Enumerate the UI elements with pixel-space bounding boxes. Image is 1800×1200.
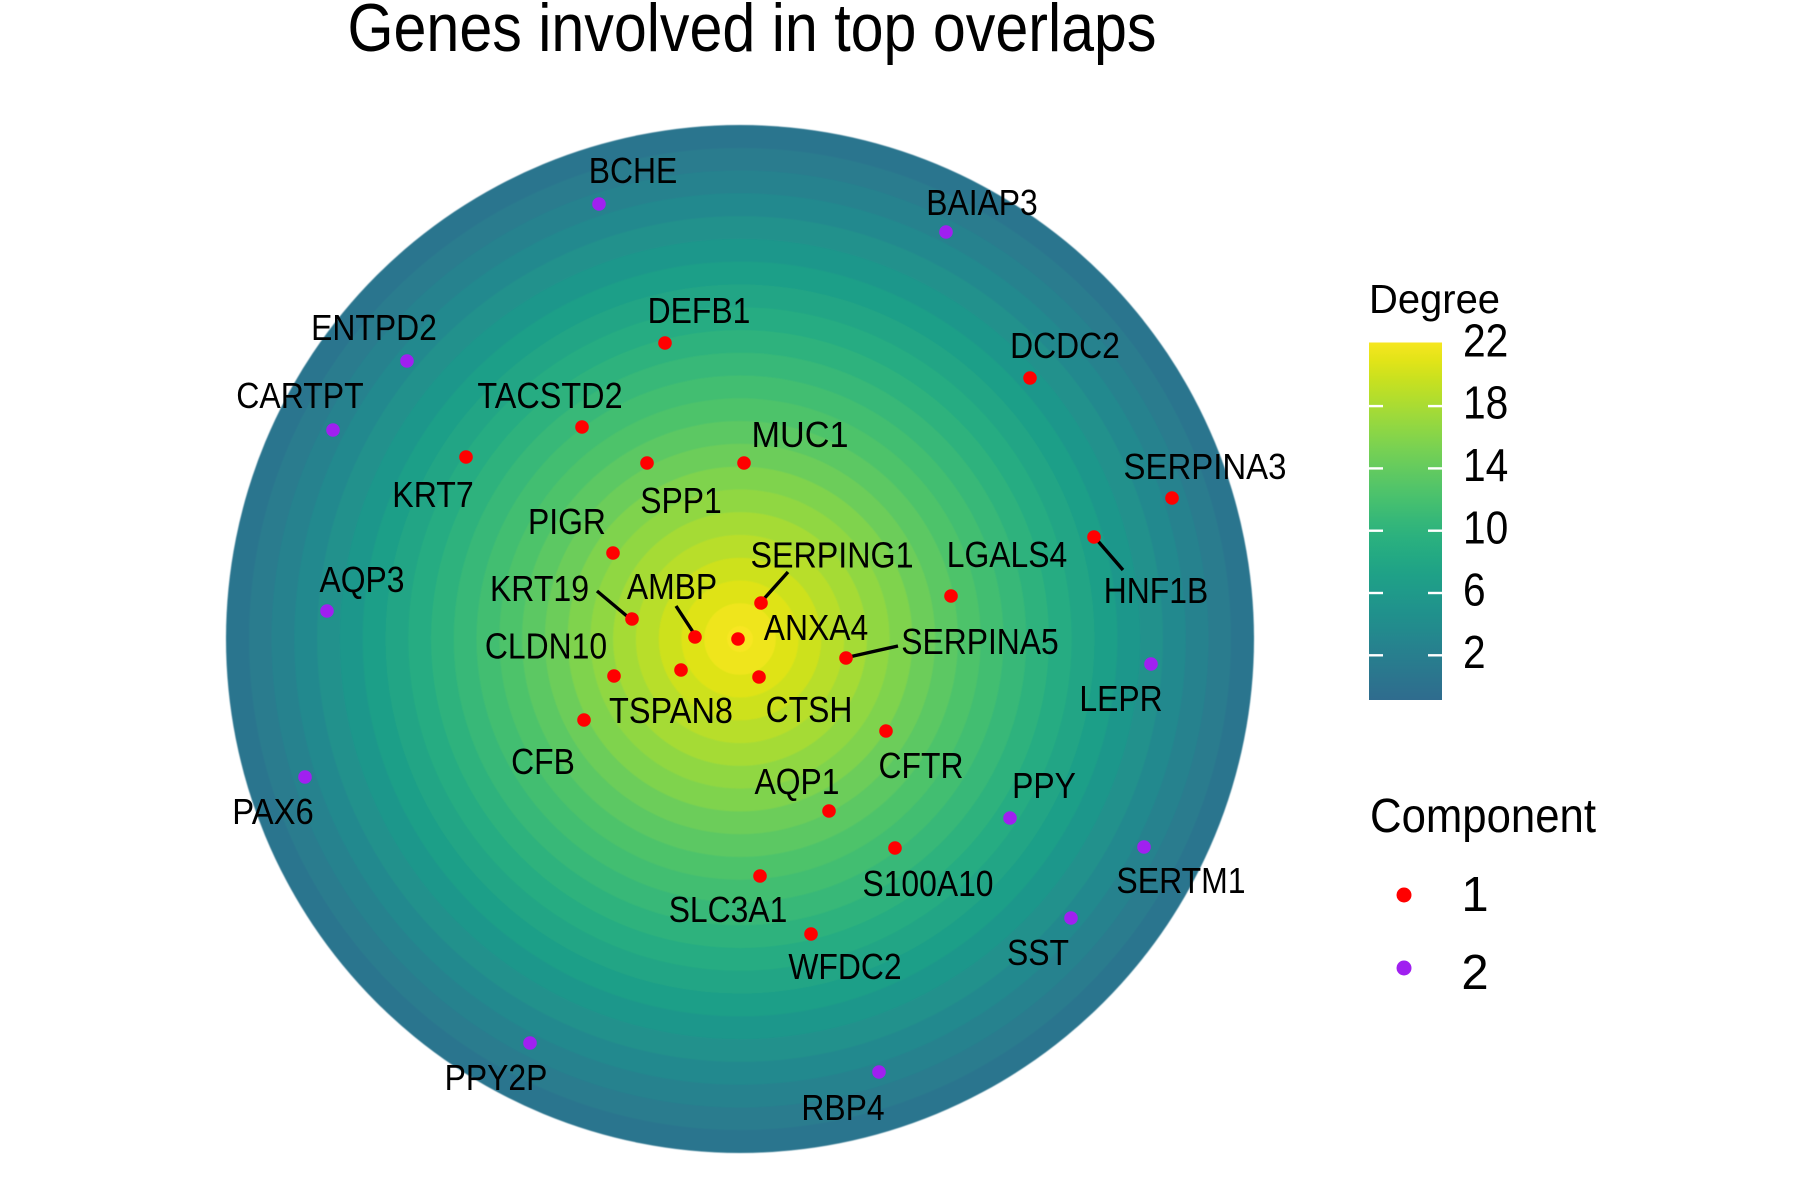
svg-text:PIGR: PIGR bbox=[528, 501, 606, 542]
svg-text:SERTM1: SERTM1 bbox=[1116, 860, 1245, 901]
svg-text:AMBP: AMBP bbox=[627, 566, 717, 607]
svg-text:ANXA4: ANXA4 bbox=[764, 607, 869, 648]
svg-text:Genes involved in top overlaps: Genes involved in top overlaps bbox=[348, 0, 1157, 66]
svg-text:PPY: PPY bbox=[1012, 765, 1076, 806]
svg-text:BAIAP3: BAIAP3 bbox=[926, 182, 1038, 223]
svg-text:PPY2P: PPY2P bbox=[445, 1057, 548, 1098]
svg-text:18: 18 bbox=[1463, 377, 1508, 429]
svg-text:KRT7: KRT7 bbox=[392, 474, 473, 515]
svg-text:MUC1: MUC1 bbox=[752, 414, 849, 455]
svg-text:S100A10: S100A10 bbox=[862, 863, 993, 904]
svg-text:SERPING1: SERPING1 bbox=[751, 535, 914, 576]
svg-text:10: 10 bbox=[1463, 501, 1508, 553]
svg-text:ENTPD2: ENTPD2 bbox=[311, 307, 437, 348]
svg-text:DCDC2: DCDC2 bbox=[1010, 325, 1120, 366]
svg-text:SPP1: SPP1 bbox=[640, 480, 722, 521]
svg-text:LEPR: LEPR bbox=[1079, 678, 1162, 719]
svg-text:WFDC2: WFDC2 bbox=[788, 946, 901, 987]
svg-text:CLDN10: CLDN10 bbox=[485, 626, 607, 667]
svg-text:1: 1 bbox=[1461, 868, 1488, 922]
svg-text:CFB: CFB bbox=[511, 741, 575, 782]
svg-text:2: 2 bbox=[1461, 946, 1488, 1000]
svg-text:22: 22 bbox=[1463, 314, 1508, 366]
svg-text:SERPINA3: SERPINA3 bbox=[1124, 446, 1287, 487]
svg-text:CFTR: CFTR bbox=[879, 745, 964, 786]
svg-text:Component: Component bbox=[1370, 790, 1596, 843]
svg-text:TACSTD2: TACSTD2 bbox=[477, 375, 622, 416]
svg-text:14: 14 bbox=[1463, 439, 1508, 491]
svg-text:TSPAN8: TSPAN8 bbox=[609, 690, 733, 731]
svg-text:SLC3A1: SLC3A1 bbox=[669, 889, 788, 930]
svg-text:SERPINA5: SERPINA5 bbox=[901, 621, 1059, 662]
svg-text:BCHE: BCHE bbox=[589, 150, 678, 191]
svg-text:CARTPT: CARTPT bbox=[236, 375, 363, 416]
svg-text:6: 6 bbox=[1463, 564, 1486, 616]
svg-text:SST: SST bbox=[1007, 932, 1069, 973]
svg-text:CTSH: CTSH bbox=[766, 689, 853, 730]
svg-text:DEFB1: DEFB1 bbox=[648, 290, 751, 331]
svg-text:KRT19: KRT19 bbox=[490, 568, 589, 609]
svg-text:HNF1B: HNF1B bbox=[1104, 570, 1208, 611]
svg-text:2: 2 bbox=[1463, 626, 1486, 678]
svg-text:AQP1: AQP1 bbox=[755, 761, 840, 802]
svg-text:Degree: Degree bbox=[1369, 276, 1500, 322]
svg-text:AQP3: AQP3 bbox=[320, 559, 405, 600]
svg-text:LGALS4: LGALS4 bbox=[947, 534, 1067, 575]
svg-text:PAX6: PAX6 bbox=[232, 791, 314, 832]
svg-text:RBP4: RBP4 bbox=[801, 1087, 884, 1128]
